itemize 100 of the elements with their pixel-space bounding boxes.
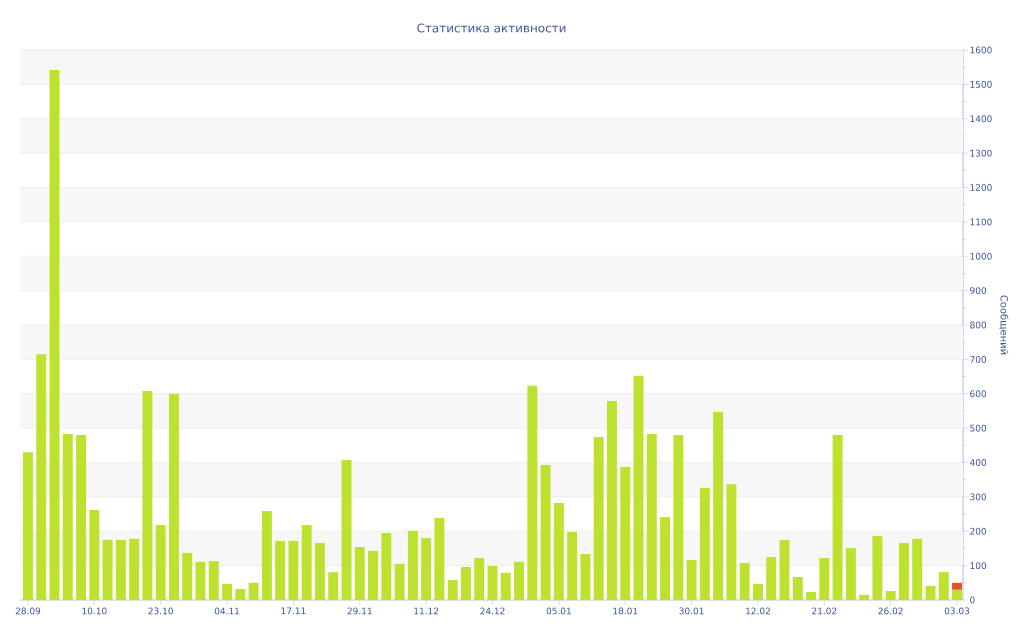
bar (859, 594, 870, 600)
bar (460, 567, 471, 600)
bar (832, 435, 843, 600)
bar (540, 464, 551, 600)
x-tick-label: 26.02 (878, 607, 903, 615)
y-axis-title: Сообщений (999, 295, 1009, 355)
x-tick-label: 11.12 (414, 607, 439, 615)
bar (381, 532, 392, 600)
y-tick-label: 600 (970, 390, 987, 398)
y-tick-label: 700 (970, 355, 987, 363)
bar (89, 509, 100, 600)
x-tick-label: 04.11 (214, 607, 240, 615)
bar (142, 391, 153, 600)
bar (845, 548, 856, 600)
bar (912, 538, 923, 600)
bar (567, 531, 578, 600)
y-tick-label: 100 (970, 562, 987, 570)
bar (726, 484, 737, 600)
bar (593, 437, 604, 600)
x-tick-label: 28.09 (15, 607, 41, 615)
bar (792, 576, 803, 600)
y-tick-label: 1200 (970, 184, 992, 191)
x-tick-label: 18.01 (613, 607, 638, 615)
bar (752, 583, 763, 600)
x-tick-label: 10.10 (82, 607, 107, 615)
x-tick-label: 29.11 (347, 607, 372, 615)
y-tick-label: 800 (970, 321, 987, 329)
y-tick-label: 1500 (970, 80, 992, 88)
chart-title: Статистика активности (417, 23, 566, 33)
bar (301, 525, 312, 600)
bar (129, 538, 140, 600)
bar (447, 580, 458, 600)
x-tick-label: 30.01 (679, 607, 704, 615)
bar (235, 589, 246, 600)
y-tick-label: 1400 (970, 115, 992, 123)
bar (766, 557, 777, 600)
bar (620, 466, 631, 600)
bar (739, 562, 750, 600)
bar (421, 538, 432, 600)
bar (368, 550, 379, 600)
bar (288, 540, 299, 600)
bar (261, 510, 272, 600)
y-tick-label: 400 (969, 459, 987, 466)
bar (195, 561, 206, 600)
bar (474, 558, 485, 600)
bar (275, 540, 286, 600)
bar (806, 592, 817, 600)
bar (872, 536, 883, 600)
bar (938, 572, 949, 600)
bar (354, 547, 365, 600)
bar (314, 542, 325, 600)
bar (686, 560, 697, 600)
bar (885, 591, 896, 600)
bar (925, 585, 936, 600)
bar (182, 552, 193, 600)
bar (36, 354, 47, 600)
x-tick-label: 05.01 (546, 607, 571, 615)
bar (155, 525, 166, 600)
bar (660, 517, 671, 600)
bar (527, 385, 538, 600)
y-tick-label: 1100 (970, 218, 992, 226)
bar (49, 69, 60, 600)
x-tick-label: 23.10 (148, 607, 173, 615)
bar (208, 561, 219, 600)
bar (115, 539, 126, 600)
bar (328, 572, 339, 600)
bar (952, 582, 963, 590)
y-tick-label: 300 (970, 493, 987, 501)
y-tick-label: 200 (970, 527, 987, 535)
y-tick-label: 1000 (970, 252, 992, 260)
bar (819, 558, 830, 600)
x-tick-label: 17.11 (281, 607, 306, 615)
bar (487, 565, 498, 600)
bar (553, 503, 564, 600)
bar (500, 572, 511, 600)
bar (102, 539, 113, 600)
y-tick-label: 900 (970, 287, 987, 295)
bar (514, 561, 525, 600)
y-tick-label: 500 (970, 424, 987, 432)
y-tick-label: 0 (970, 596, 975, 604)
y-tick-label: 1300 (970, 149, 992, 157)
bar (222, 583, 233, 600)
bar (407, 530, 418, 600)
bar (248, 582, 259, 600)
bar (76, 435, 87, 600)
bar (580, 553, 591, 600)
bar (646, 433, 657, 600)
x-tick-label: 21.02 (812, 607, 837, 615)
y-tick-label: 1600 (970, 46, 992, 54)
bar (394, 563, 405, 600)
bar (952, 589, 963, 600)
bar (633, 375, 644, 600)
bar (779, 539, 790, 600)
bar (62, 433, 73, 600)
bar (168, 393, 179, 600)
bar (713, 411, 724, 600)
bar (699, 487, 710, 600)
x-tick-label: 03.03 (944, 607, 970, 615)
bar (341, 460, 352, 600)
x-tick-label: 24.12 (480, 607, 505, 615)
